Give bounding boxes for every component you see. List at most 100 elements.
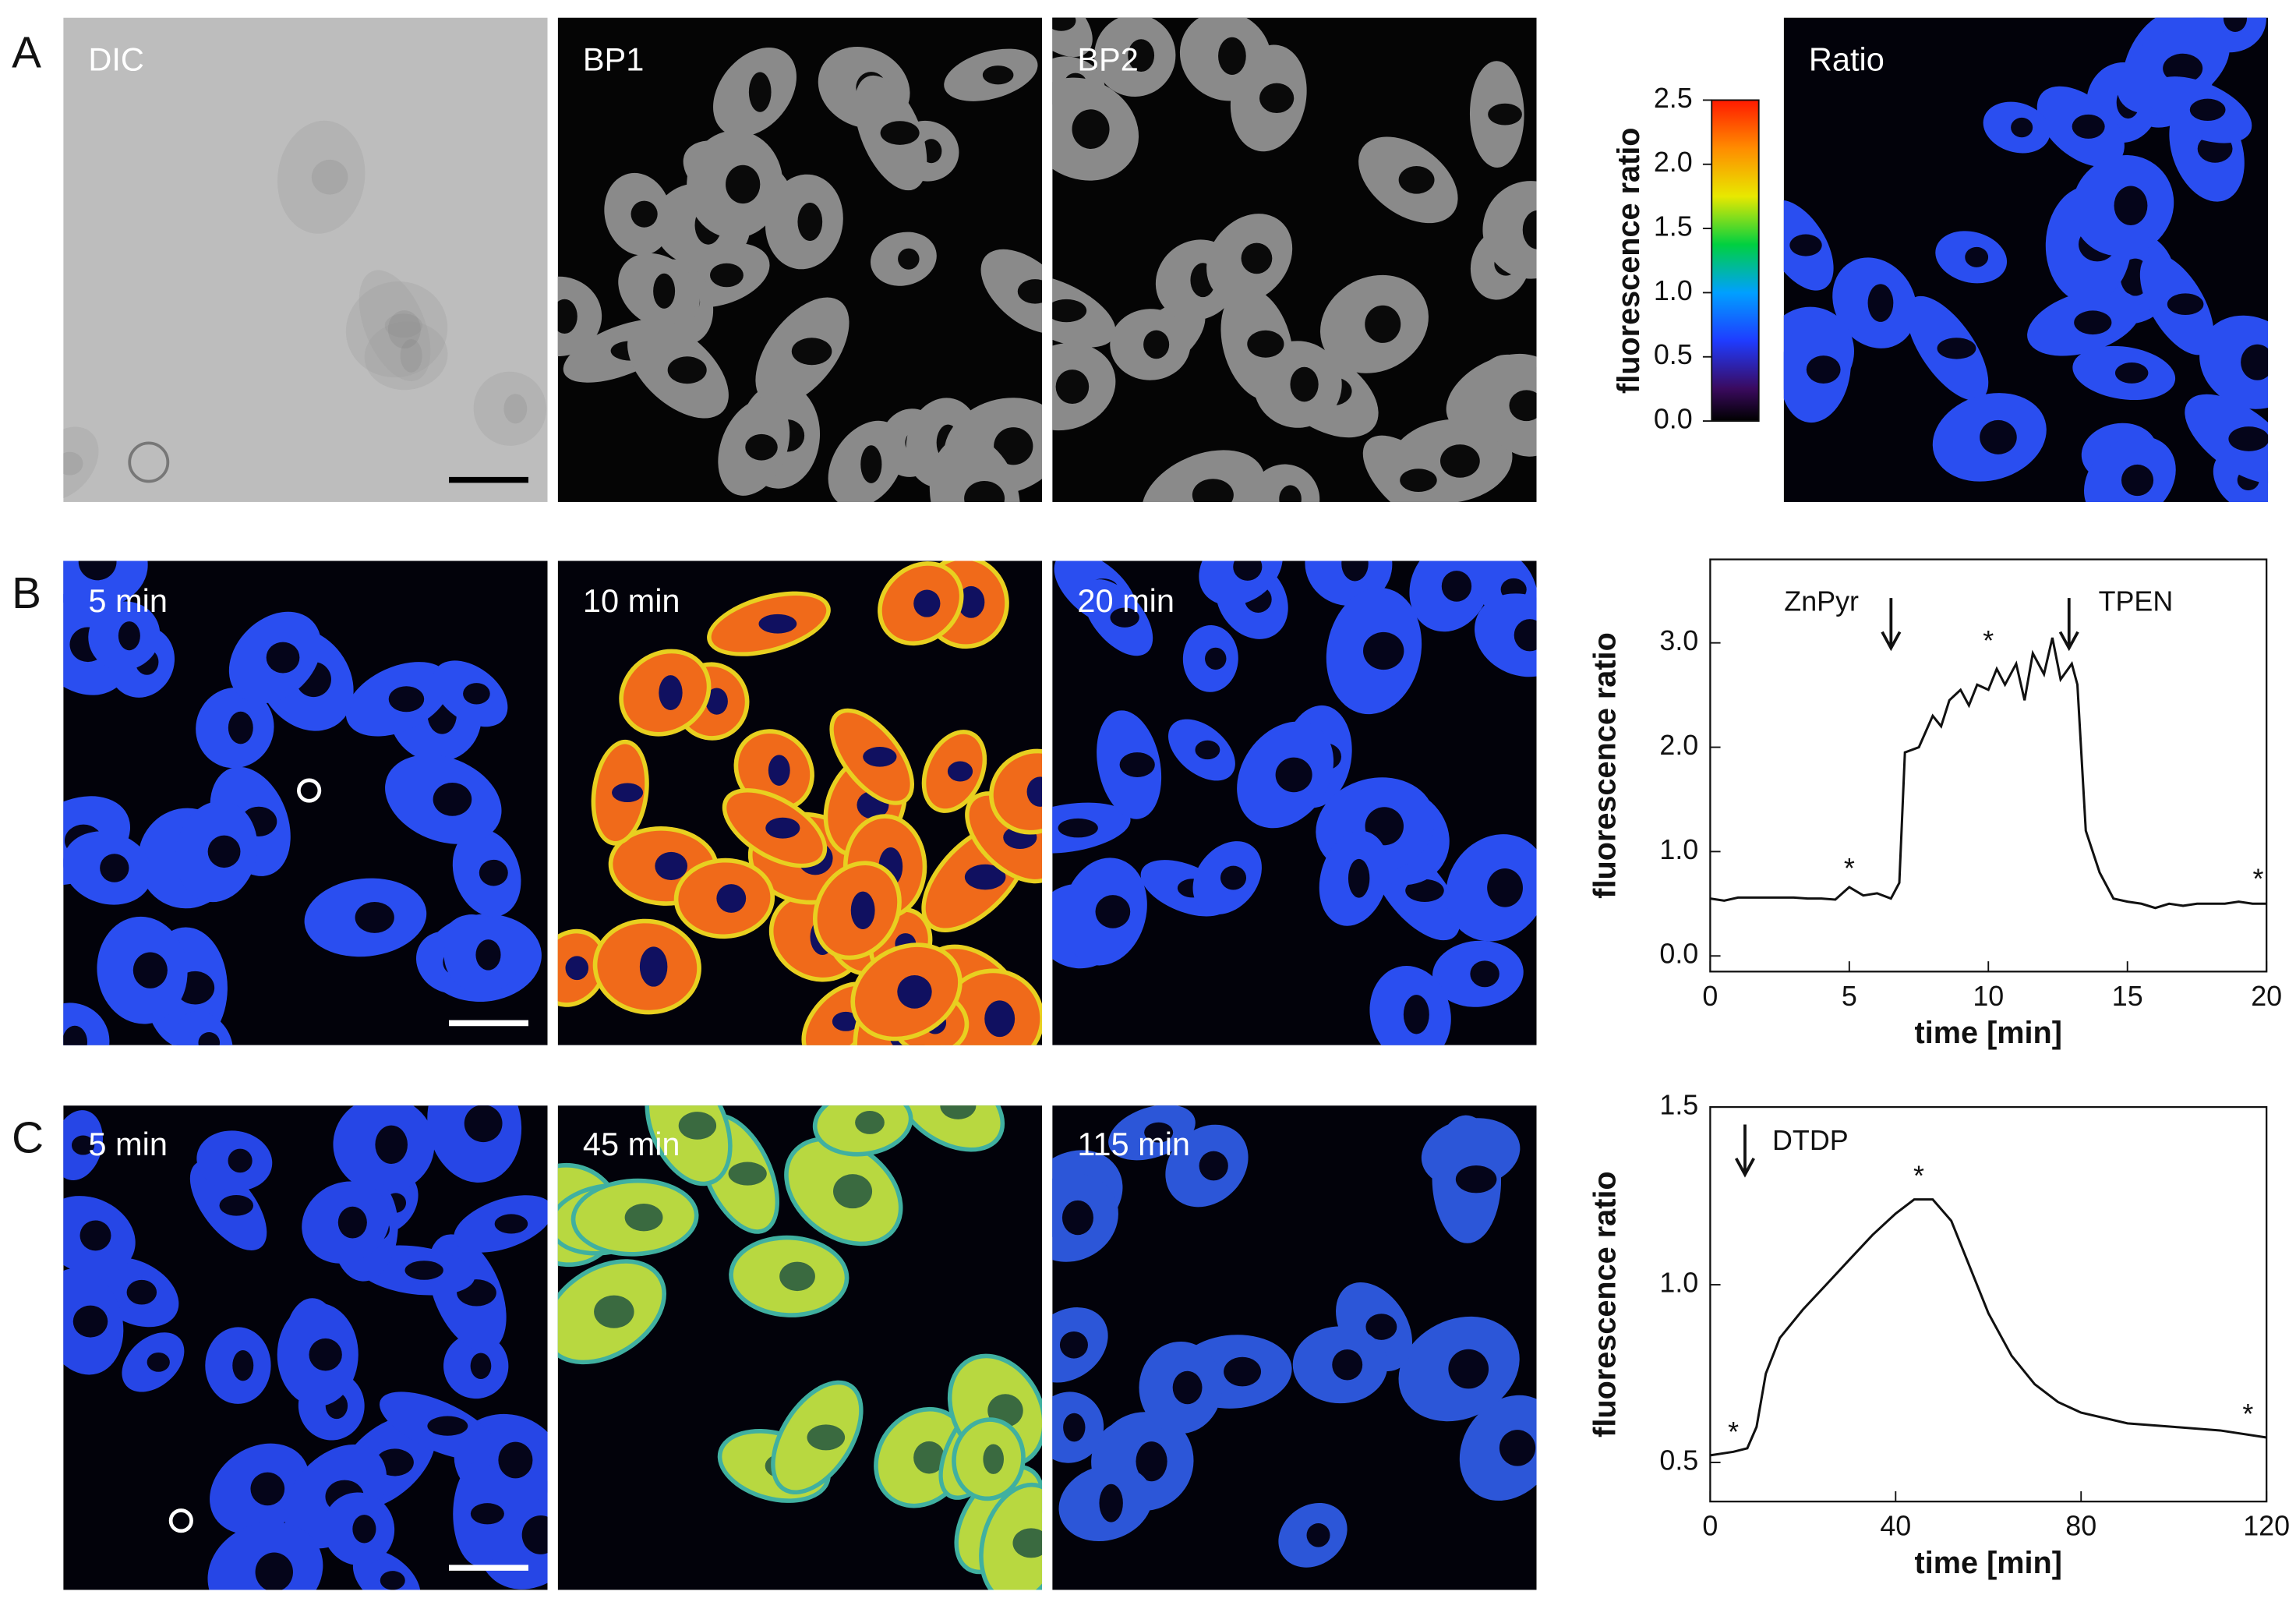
- x-tick-label: 0: [1702, 1511, 1718, 1542]
- nucleus: [631, 200, 658, 228]
- nucleus: [2228, 426, 2269, 451]
- panel-label: C: [12, 1113, 44, 1162]
- nucleus: [2114, 362, 2149, 384]
- nucleus: [1172, 1370, 1203, 1405]
- nucleus: [72, 1305, 108, 1338]
- nucleus: [2011, 117, 2033, 138]
- nucleus: [147, 1352, 170, 1372]
- nucleus: [728, 1162, 767, 1186]
- nucleus: [639, 946, 668, 987]
- nucleus: [1017, 279, 1043, 304]
- nucleus: [659, 675, 683, 711]
- nucleus: [387, 310, 421, 349]
- nucleus: [1499, 1430, 1536, 1466]
- y-tick-label: 1.0: [1659, 834, 1698, 865]
- nucleus: [1144, 1122, 1174, 1143]
- roi-marker: [297, 778, 322, 803]
- nucleus: [309, 1338, 342, 1371]
- nucleus: [964, 864, 1006, 890]
- colorbar-tick-label: 0.5: [1654, 339, 1693, 370]
- nucleus: [2189, 98, 2226, 122]
- cell: [63, 426, 99, 500]
- annotation: *: [2242, 1399, 2253, 1430]
- nucleus: [228, 1148, 253, 1173]
- nucleus: [1059, 1331, 1088, 1359]
- nucleus: [994, 427, 1033, 465]
- nucleus: [1012, 1528, 1043, 1558]
- nucleus: [1241, 242, 1273, 274]
- nucleus: [1398, 165, 1435, 194]
- nucleus: [984, 1000, 1016, 1038]
- x-axis-label: time [min]: [1915, 1016, 2062, 1050]
- nucleus: [375, 1125, 408, 1165]
- image-label: 5 min: [88, 1126, 168, 1162]
- annotation: *: [2252, 863, 2263, 894]
- nucleus: [1448, 1349, 1489, 1389]
- nucleus: [1026, 776, 1043, 807]
- nucleus: [1055, 370, 1090, 404]
- nucleus: [898, 248, 920, 270]
- nucleus: [470, 1503, 504, 1525]
- image-overlays: DIC BP1 BP2 Ratio 5 min 10 min 20 min 5 …: [88, 41, 1884, 1571]
- nucleus: [126, 1279, 157, 1305]
- cell: [128, 441, 170, 483]
- y-tick-label: 0.0: [1659, 939, 1698, 970]
- cell: [277, 120, 366, 234]
- nucleus: [1072, 109, 1110, 149]
- nucleus: [726, 164, 761, 204]
- nucleus: [2114, 186, 2148, 225]
- colorbar-tick-label: 1.0: [1654, 275, 1693, 306]
- arrow: [2058, 598, 2079, 652]
- image-label: 20 min: [1077, 582, 1174, 619]
- nucleus: [427, 1416, 468, 1436]
- nucleus: [1052, 17, 1076, 31]
- nucleus: [1247, 330, 1284, 358]
- nucleus: [78, 560, 117, 581]
- nucleus: [100, 854, 129, 882]
- nucleus: [250, 1472, 285, 1506]
- nucleus: [1205, 647, 1227, 670]
- nucleus: [940, 1105, 977, 1119]
- annotation: *: [1913, 1161, 1924, 1192]
- data-line: [1710, 1198, 2267, 1457]
- nucleus: [1514, 619, 1537, 652]
- nucleus: [1789, 234, 1822, 256]
- nucleus: [266, 642, 300, 674]
- x-tick-label: 120: [2243, 1511, 2290, 1542]
- image-background: [63, 17, 548, 502]
- x-tick-label: 0: [1702, 981, 1718, 1012]
- nucleus: [565, 956, 589, 981]
- nucleus: [228, 711, 253, 744]
- nucleus: [709, 263, 744, 288]
- nucleus: [1470, 960, 1499, 988]
- nucleus: [913, 589, 941, 617]
- cell: [345, 281, 448, 378]
- nucleus: [118, 621, 140, 651]
- micrograph: [63, 1105, 548, 1590]
- x-axis-label: time [min]: [1915, 1546, 2062, 1580]
- nucleus: [1220, 865, 1247, 890]
- nucleus: [2167, 293, 2204, 316]
- nucleus: [791, 338, 832, 366]
- nucleus: [1110, 607, 1139, 628]
- nucleus: [1487, 868, 1523, 907]
- annotation: *: [1983, 625, 1994, 656]
- micrograph: [1052, 560, 1537, 1045]
- image-label: DIC: [88, 41, 144, 77]
- x-tick-label: 20: [2251, 981, 2282, 1012]
- y-axis-label: fluorescence ratio: [1588, 632, 1623, 898]
- nucleus: [850, 891, 875, 930]
- nucleus: [594, 1295, 634, 1328]
- arrow: [1734, 1124, 1755, 1178]
- nucleus: [2074, 310, 2112, 335]
- nucleus: [1403, 995, 1429, 1034]
- nucleus: [132, 952, 168, 988]
- nucleus: [1455, 1165, 1497, 1193]
- nucleus: [1061, 1200, 1093, 1236]
- plot-frame: [1709, 558, 2268, 973]
- annotation: ZnPyr: [1784, 585, 1859, 617]
- nucleus: [1143, 330, 1170, 359]
- colorbar: [1711, 99, 1760, 423]
- nucleus: [464, 1105, 503, 1143]
